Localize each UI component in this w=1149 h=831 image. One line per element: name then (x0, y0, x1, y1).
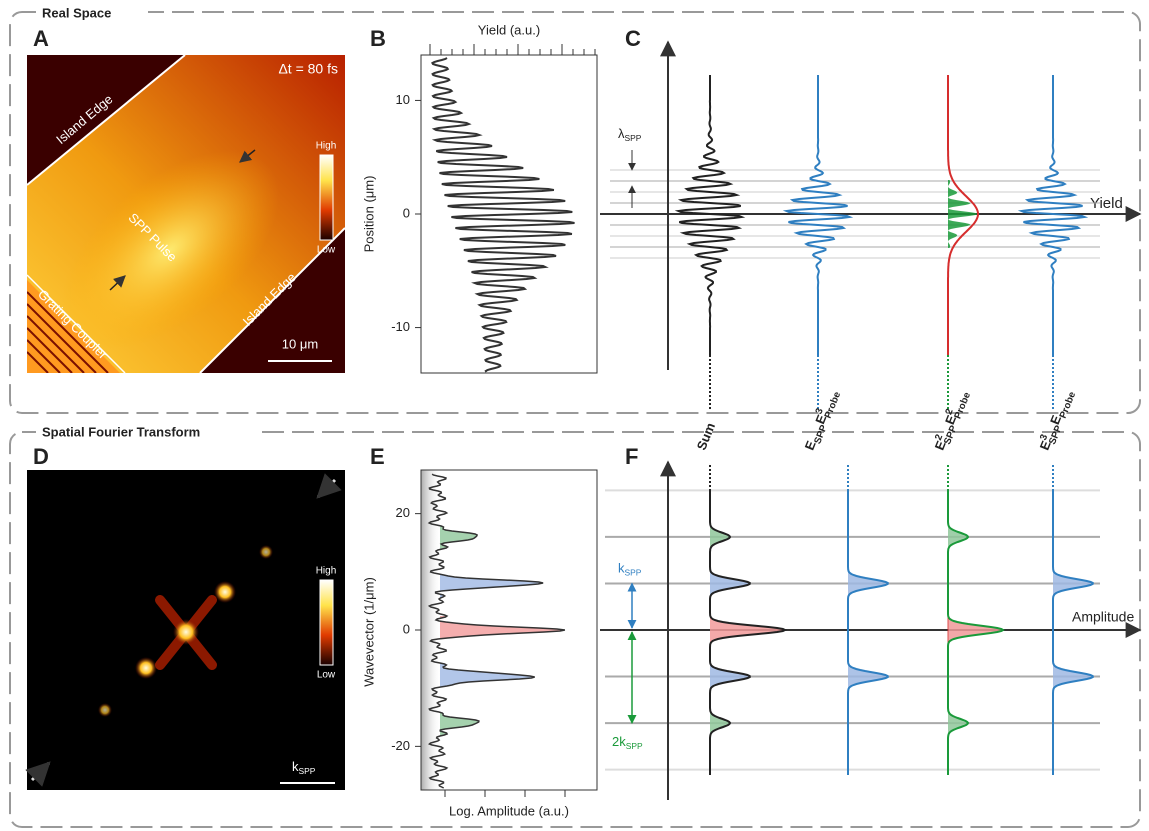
colorbar-label: High (316, 141, 337, 152)
panel-letter: A (33, 26, 49, 51)
trace (1053, 490, 1093, 775)
label-part: 2k (612, 735, 626, 750)
peak (710, 661, 750, 693)
peak (710, 614, 785, 646)
label: kSPP (618, 561, 642, 578)
peak (948, 707, 968, 739)
fourier-image (27, 470, 345, 790)
label: Sum (694, 421, 718, 453)
label-part: Probe (822, 390, 843, 420)
axis-label: Amplitude (1072, 609, 1134, 625)
colorbar-label: High (316, 566, 337, 577)
label: λSPP (618, 126, 642, 143)
panel-letter: D (33, 444, 49, 469)
peak (1053, 661, 1093, 693)
peak (948, 521, 968, 553)
label: ESPPE3Probe (799, 386, 843, 454)
label-part: SPP (812, 423, 830, 446)
label-part: SPP (625, 133, 642, 143)
y-tick-label: 0 (403, 621, 410, 636)
y-tick-label: -20 (391, 738, 410, 753)
label-part: SPP (942, 423, 960, 446)
scale-label: 10 μm (282, 336, 318, 351)
panel-letter: C (625, 26, 641, 51)
peak-fill (440, 616, 565, 644)
peak (848, 567, 888, 599)
peak-fill (440, 569, 542, 597)
label-part: Probe (952, 390, 973, 420)
label: E3SPPEProbe (1034, 386, 1078, 454)
peak (710, 567, 750, 599)
label-part: SPP (1047, 423, 1065, 446)
body: Real Space Spatial Fourier Transform A B… (0, 0, 1149, 831)
panel-letter: F (625, 444, 638, 469)
axis-label: Yield (a.u.) (478, 22, 540, 37)
peak (1053, 567, 1093, 599)
colorbar-label: Low (317, 245, 336, 256)
label-part: SPP (625, 568, 642, 578)
trace (848, 490, 888, 775)
page: SPP figure {"sections":[{"title":"Real S… (0, 0, 1149, 831)
colorbar (320, 580, 333, 665)
yield-trace (432, 58, 574, 372)
peak (710, 707, 730, 739)
label: E2SPPE2Probe (929, 386, 972, 453)
colorbar-label: Low (317, 670, 336, 681)
y-tick-label: -10 (391, 319, 410, 334)
peak-fill (440, 663, 534, 691)
y-tick-label: 20 (396, 505, 410, 520)
axis-label: Log. Amplitude (a.u.) (449, 803, 569, 818)
panel-letter: E (370, 444, 385, 469)
label-part: Sum (694, 421, 718, 453)
axis-label: Wavevector (1/μm) (361, 577, 376, 687)
axis-label: Position (μm) (361, 176, 376, 253)
panel-letter: B (370, 26, 386, 51)
label-part: SPP (299, 766, 316, 776)
annotation: Δt = 80 fs (278, 61, 338, 77)
label-part: Probe (1057, 390, 1078, 420)
peak (710, 521, 730, 553)
section-title: Spatial Fourier Transform (42, 424, 200, 439)
label-part: SPP (626, 741, 643, 751)
peak (948, 614, 1003, 646)
trace-fill (948, 180, 978, 248)
colorbar (320, 155, 333, 240)
y-tick-label: 10 (396, 92, 410, 107)
figure: Real Space Spatial Fourier Transform A B… (0, 0, 1149, 831)
label: 2kSPP (612, 735, 643, 752)
section-title: Real Space (42, 5, 111, 20)
peak (848, 661, 888, 693)
y-tick-label: 0 (403, 205, 410, 220)
